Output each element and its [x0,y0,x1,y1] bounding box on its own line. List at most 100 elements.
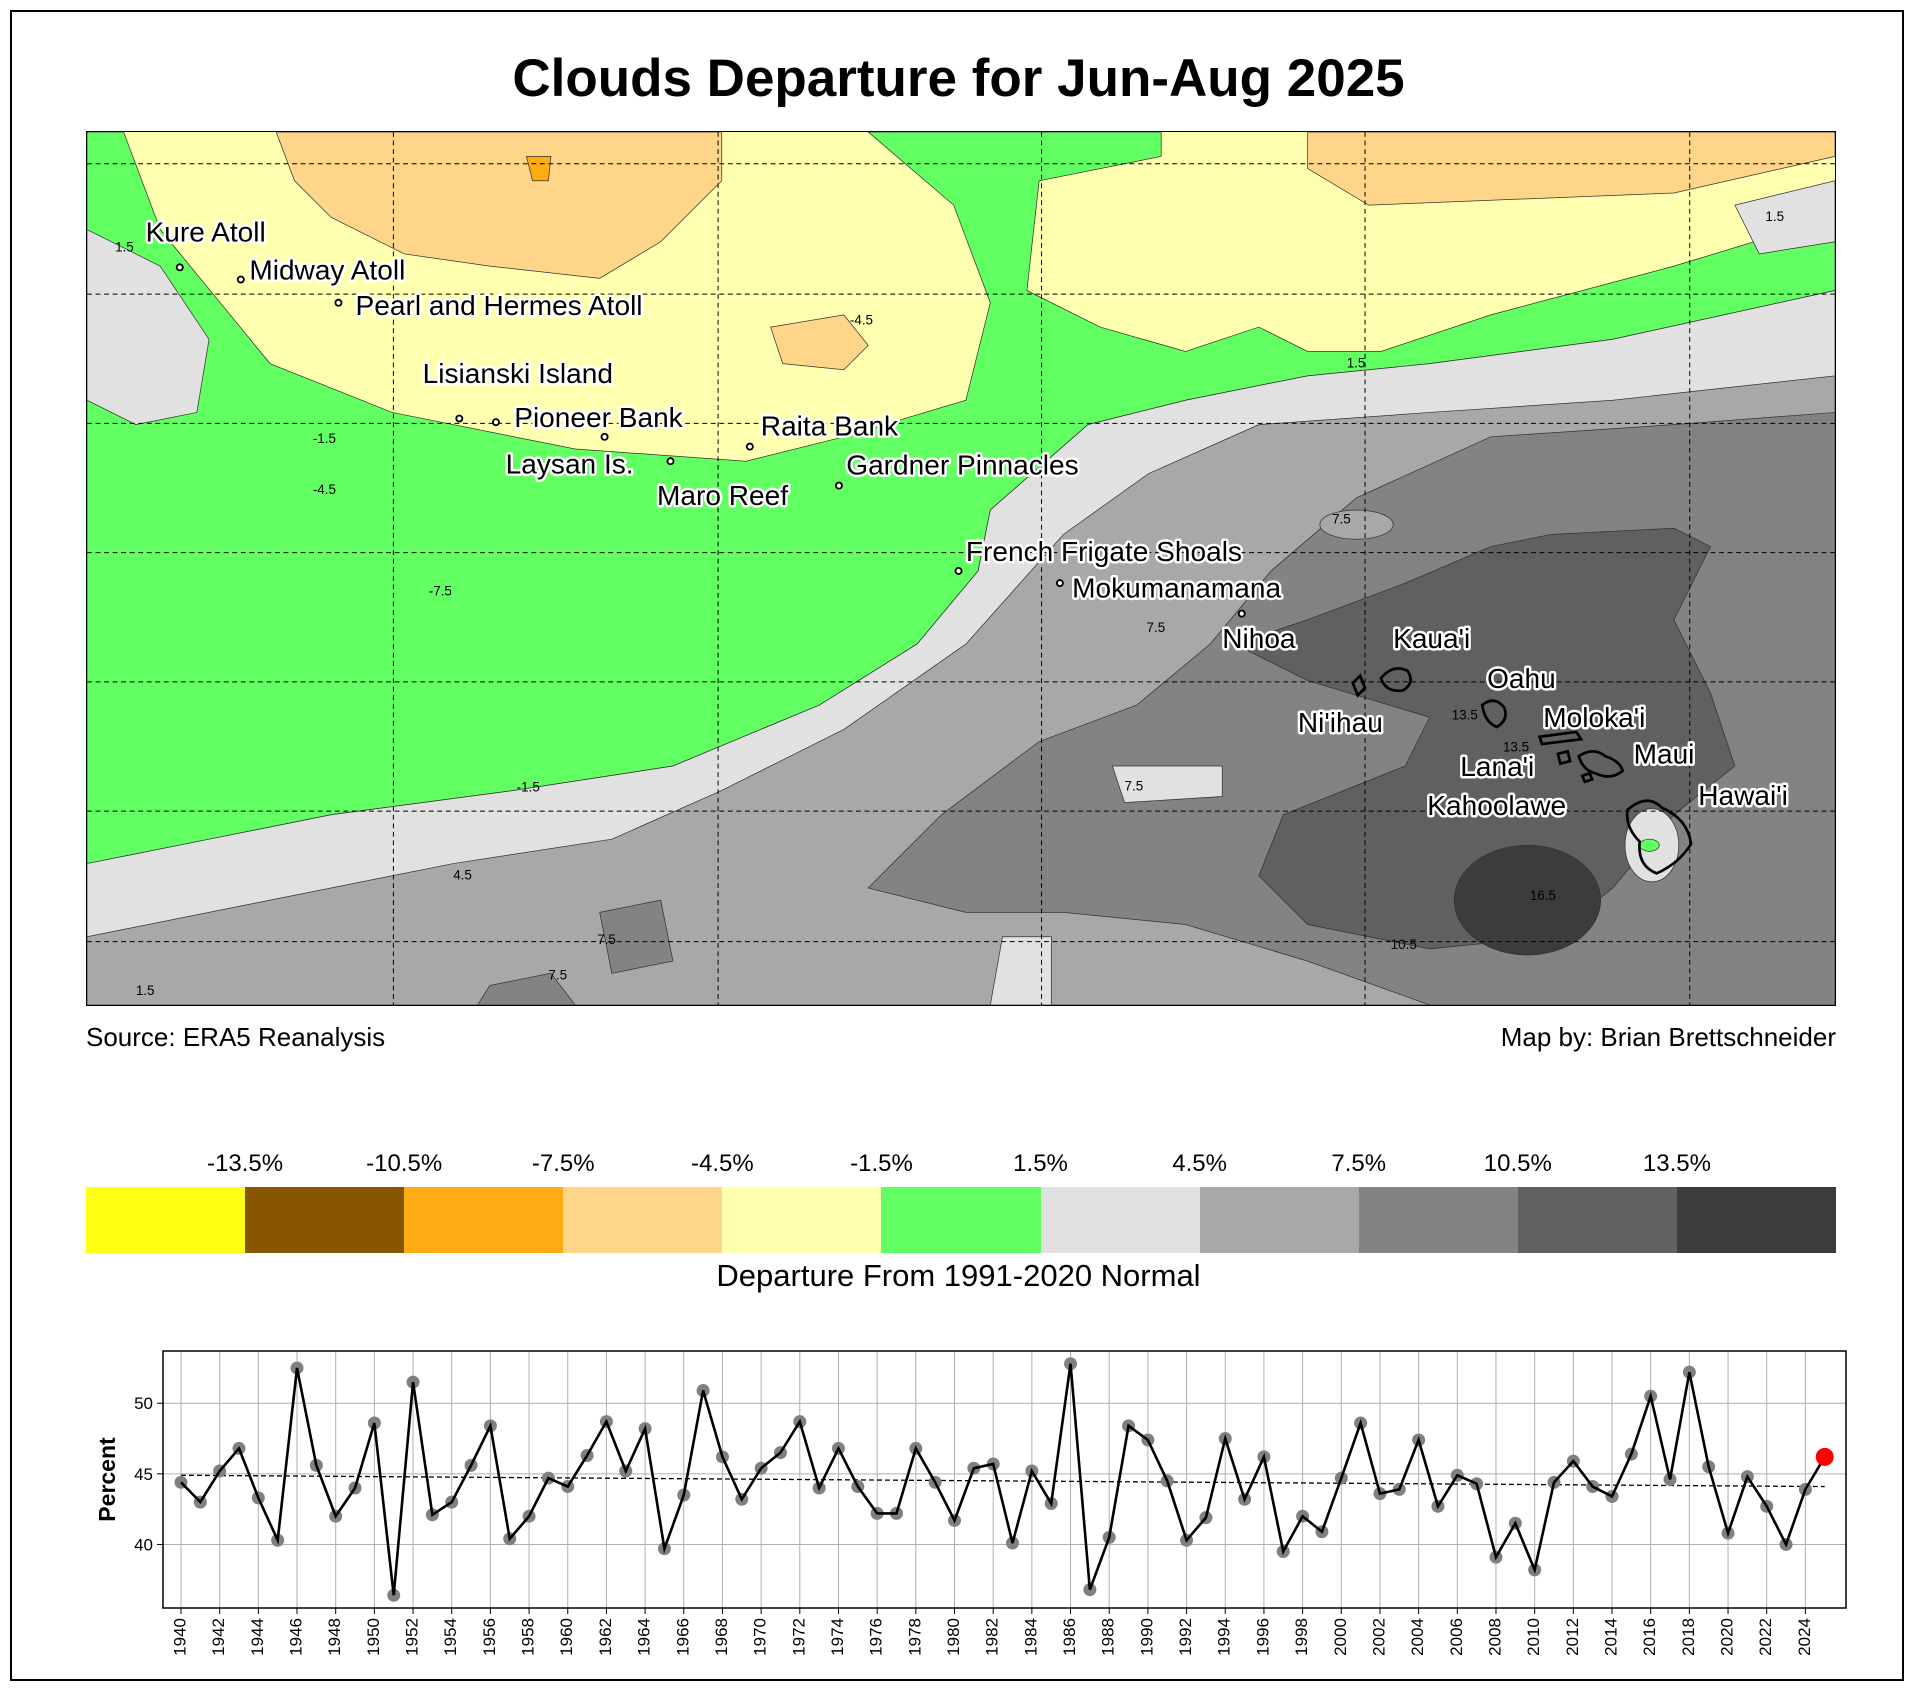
place-marker [600,432,609,441]
island-lanai-outline [1556,749,1572,766]
x-tick-label: 1968 [712,1618,731,1656]
contour-label: 7.5 [548,967,567,982]
x-tick-label: 2008 [1485,1618,1504,1656]
colorbar-segment [1358,1187,1518,1253]
contour-label: 10.5 [1391,937,1417,952]
x-tick-label: 2006 [1447,1618,1466,1656]
contour-label: -7.5 [429,583,452,598]
place-label: Ni'ihau [1298,707,1383,738]
plot-area [162,1350,1847,1609]
contour-label: -1.5 [517,780,540,795]
contour-label: -4.5 [313,482,336,497]
colorbar-segment [563,1187,723,1253]
place-label: Moloka'i [1543,702,1645,733]
band-light-gray [1734,180,1835,255]
page-title: Clouds Departure for Jun-Aug 2025 [512,49,1405,108]
x-tick-label: 1956 [480,1618,499,1656]
y-tick-label: 40 [134,1535,153,1554]
x-tick-label: 1946 [286,1618,305,1656]
colorbar-label: -7.5% [531,1150,595,1177]
contour-label: 7.5 [597,932,616,947]
x-tick-label: 1958 [519,1618,538,1656]
colorbar-segment [86,1187,246,1253]
colorbar-label: -10.5% [366,1150,443,1177]
x-tick-label: 1952 [403,1618,422,1656]
island-niihau-outline [1351,673,1367,698]
x-tick-label: 1976 [867,1618,886,1656]
band-orange [525,156,552,182]
place-label: Hawai'i [1698,780,1788,811]
timeseries-chart: 1940 1942 1944 1946 1948 1950 1952 1954 1956 1958… [94,1350,1847,1656]
x-tick-label: 1978 [905,1618,924,1656]
band-light-gray [1111,765,1223,803]
contour-label: 7.5 [1332,511,1351,526]
band-light-orange [1307,132,1835,206]
contour-label: 7.5 [1147,620,1166,635]
highlight-point [1815,1447,1834,1466]
place-label: Gardner Pinnacles [846,450,1078,481]
place-label: Lisianski Island [423,358,613,389]
x-tick-label: 2018 [1679,1618,1698,1656]
place-marker [834,481,843,490]
x-tick-label: 1986 [1060,1618,1079,1656]
contour-label: 1.5 [115,239,134,254]
x-tick-label: 2024 [1795,1618,1814,1656]
band-light-orange [770,314,869,371]
x-tick-label: 1972 [789,1618,808,1656]
x-tick-label: 2012 [1563,1618,1582,1656]
place-marker [745,442,754,451]
colorbar-segment [245,1187,405,1253]
place-marker [491,418,500,427]
place-marker [334,298,343,307]
series-line [180,1363,1826,1596]
colorbar-label: 4.5% [1172,1150,1227,1177]
place-label: Raita Bank [761,411,899,442]
y-tick-label: 50 [134,1394,153,1413]
x-tick-label: 1960 [557,1618,576,1656]
x-tick-label: 1954 [441,1618,460,1656]
x-tick-label: 2020 [1718,1618,1737,1656]
island-molokai-outline [1537,730,1584,746]
colorbar [86,1187,1837,1253]
band-darkest-gray [1453,844,1601,956]
x-tick-label: 1964 [635,1618,654,1656]
x-tick-label: 1984 [1021,1618,1040,1656]
contour-label: 1.5 [1347,355,1366,370]
x-tick-label: 1974 [828,1618,847,1656]
colorbar-segment [881,1187,1041,1253]
place-label: Kaua'i [1393,623,1470,654]
colorbar-segment [1040,1187,1200,1253]
place-label: Maro Reef [657,480,788,511]
band-light-gray [87,229,210,426]
x-tick-label: 1950 [364,1618,383,1656]
contour-label: 13.5 [1452,708,1478,723]
x-tick-label: 1948 [325,1618,344,1656]
x-tick-label: 2016 [1640,1618,1659,1656]
colorbar-label: 7.5% [1331,1150,1387,1177]
contour-label: 7.5 [1125,778,1144,793]
island-oahu-outline [1480,699,1507,729]
x-tick-label: 1996 [1253,1618,1272,1656]
place-marker [455,414,464,423]
colorbar-label: 1.5% [1013,1150,1068,1177]
x-tick-label: 1994 [1215,1618,1234,1656]
contour-label: -1.5 [313,431,336,446]
colorbar-label: -4.5% [691,1150,754,1177]
x-tick-label: 2022 [1756,1618,1775,1656]
x-tick-label: 2002 [1369,1618,1388,1656]
x-tick-label: 1980 [944,1618,963,1656]
x-tick-label: 1988 [1099,1618,1118,1656]
x-tick-label: 1982 [983,1618,1002,1656]
colorbar-label: 10.5% [1483,1150,1552,1177]
contour-label: -4.5 [850,313,873,328]
place-label: Mokumanamana [1072,573,1281,604]
place-marker [666,457,675,466]
band-mid-gray [477,972,576,1005]
place-label: Kure Atoll [146,217,266,248]
x-tick-label: 1970 [751,1618,770,1656]
place-marker [1237,609,1246,618]
place-label: Lana'i [1460,751,1534,782]
place-label: Laysan Is. [506,448,634,479]
x-tick-label: 1966 [673,1618,692,1656]
contour-label: 16.5 [1530,888,1556,903]
